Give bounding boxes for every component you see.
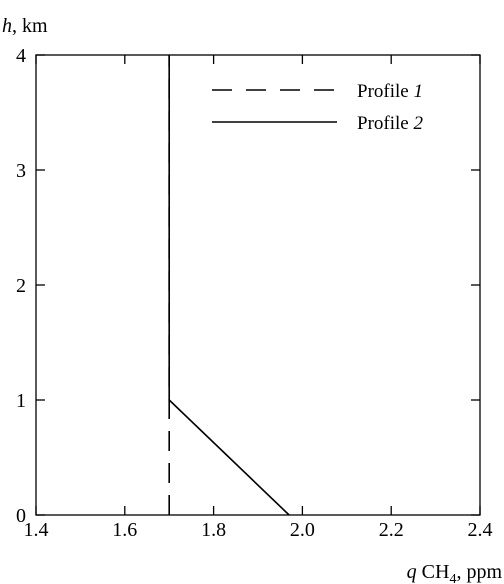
x-axis-species: CH [422, 561, 450, 583]
x-tick-label: 1.4 [24, 519, 49, 541]
legend-label-2: Profile 2 [357, 113, 423, 134]
x-tick-label: 2.2 [379, 519, 404, 541]
y-tick-label: 0 [16, 505, 26, 527]
x-tick-label: 2.0 [290, 519, 315, 541]
x-axis-variable: q [407, 561, 417, 583]
y-tick-label: 3 [16, 160, 26, 182]
legend-label-1: Profile 1 [357, 81, 423, 102]
y-axis-variable: h [2, 15, 12, 37]
y-tick-label: 2 [16, 275, 26, 297]
x-tick-label: 1.8 [201, 519, 226, 541]
x-axis-label: q CH4, ppm [407, 561, 503, 584]
y-axis-unit: , km [12, 15, 48, 37]
x-axis-subscript: 4 [449, 572, 456, 584]
x-tick-label: 1.6 [112, 519, 137, 541]
y-tick-label: 1 [16, 390, 26, 412]
x-axis-unit: , ppm [456, 561, 502, 583]
x-tick-label: 2.4 [468, 519, 493, 541]
y-axis-label: h, km [2, 15, 48, 37]
y-tick-label: 4 [16, 45, 26, 67]
series-2-line [168, 55, 290, 516]
